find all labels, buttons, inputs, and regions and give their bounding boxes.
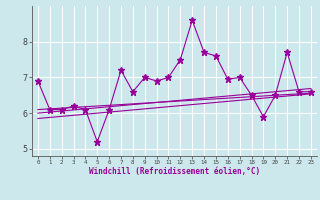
X-axis label: Windchill (Refroidissement éolien,°C): Windchill (Refroidissement éolien,°C): [89, 167, 260, 176]
